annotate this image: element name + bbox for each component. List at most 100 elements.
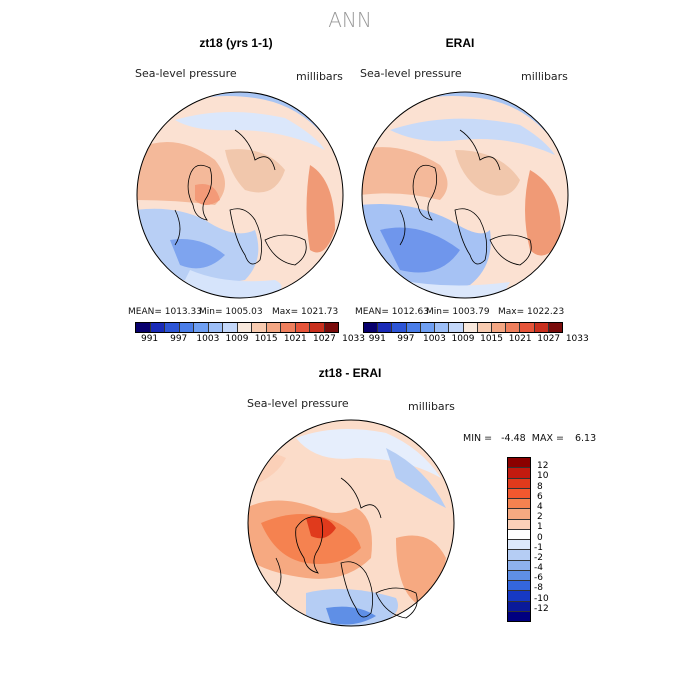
colorbar-swatch <box>364 323 379 332</box>
diff-map <box>247 419 455 627</box>
colorbar-swatch <box>508 529 530 540</box>
colorbar-tick-label: 1021 <box>508 334 532 344</box>
colorbar-swatch <box>194 323 209 332</box>
colorbar-swatch <box>508 601 530 612</box>
diff-colorbar-labels: 12 10 8 6 4 2 1 0 -1 -2 -4 -6 -8 -10 -12 <box>534 457 577 620</box>
colorbar-swatch <box>508 560 530 571</box>
colorbar-swatch <box>508 581 530 592</box>
colorbar-tick-label: 1009 <box>225 334 249 344</box>
colorbar-tick-label: 10 <box>537 471 549 482</box>
panel-1-map <box>136 91 344 299</box>
panel-2-min: Min= 1003.79 <box>426 307 490 317</box>
colorbar-tick-label: 1033 <box>565 334 589 344</box>
colorbar-tick-label: 991 <box>368 334 386 344</box>
colorbar-swatch <box>508 540 530 551</box>
colorbar-tick-label: 1027 <box>537 334 561 344</box>
colorbar-tick-label: -2 <box>534 552 543 563</box>
colorbar-tick-label: 1 <box>537 522 543 533</box>
colorbar-tick-label: -1 <box>534 542 543 553</box>
diff-max-label: MAX = <box>531 433 564 444</box>
colorbar-swatch <box>508 478 530 489</box>
colorbar-tick-label: 1015 <box>480 334 504 344</box>
colorbar-tick-label: 8 <box>537 481 543 492</box>
colorbar-tick-label: -8 <box>534 583 543 594</box>
colorbar-tick-label: 1009 <box>451 334 475 344</box>
diff-min-value: -4.48 <box>501 433 526 444</box>
colorbar-swatch <box>449 323 464 332</box>
colorbar-swatch <box>150 323 165 332</box>
colorbar-swatch <box>508 611 530 621</box>
colorbar-tick-label: 6 <box>537 491 543 502</box>
diff-units: millibars <box>408 400 455 413</box>
colorbar-tick-label: -10 <box>534 593 549 604</box>
colorbar-swatch <box>252 323 267 332</box>
colorbar-tick-label: 1027 <box>312 334 336 344</box>
colorbar-swatch <box>506 323 521 332</box>
diff-min-max: MIN = -4.48 MAX = 6.13 <box>463 433 596 444</box>
colorbar-swatch <box>237 323 252 332</box>
colorbar-swatches <box>135 322 339 333</box>
panel-1-max: Max= 1021.73 <box>272 307 339 317</box>
colorbar-swatch <box>508 499 530 510</box>
colorbar-swatch <box>534 323 549 332</box>
colorbar-swatch <box>463 323 478 332</box>
colorbar-swatch <box>508 570 530 581</box>
colorbar-swatch <box>420 323 436 332</box>
colorbar-tick-label: 2 <box>537 512 543 523</box>
colorbar-swatch <box>179 323 194 332</box>
panel-2-mean: MEAN= 1012.63 <box>355 307 429 317</box>
panel-2-variable: Sea-level pressure <box>360 67 462 80</box>
panel-2-map <box>361 91 569 299</box>
colorbar-tick-label: 997 <box>170 334 188 344</box>
panel-2-max: Max= 1022.23 <box>498 307 565 317</box>
panel-1-min: Min= 1005.03 <box>199 307 263 317</box>
panel-1-colorbar: 991 997 1003 1009 1015 1021 1027 1033 <box>135 322 365 345</box>
colorbar-swatch <box>378 323 393 332</box>
colorbar-swatch <box>165 323 180 332</box>
colorbar-swatch <box>136 323 151 332</box>
panel-2-colorbar: 991 997 1003 1009 1015 1021 1027 1033 <box>363 322 589 345</box>
panel-1-units: millibars <box>296 70 343 83</box>
diff-min-label: MIN = <box>463 433 493 444</box>
colorbar-swatch <box>223 323 238 332</box>
colorbar-labels: 991 997 1003 1009 1015 1021 1027 1033 <box>135 333 365 345</box>
colorbar-tick-label: 991 <box>140 334 159 344</box>
diff-title: zt18 - ERAI <box>318 366 382 380</box>
colorbar-tick-label: 0 <box>537 532 543 543</box>
colorbar-swatches <box>363 322 563 333</box>
colorbar-swatch <box>491 323 507 332</box>
panel-1-variable: Sea-level pressure <box>135 67 237 80</box>
colorbar-tick-label: -6 <box>534 573 543 584</box>
panel-1-mean: MEAN= 1013.33 <box>128 307 202 317</box>
colorbar-swatch <box>406 323 421 332</box>
colorbar-swatch <box>435 323 450 332</box>
colorbar-swatch <box>208 323 223 332</box>
colorbar-labels: 991 997 1003 1009 1015 1021 1027 1033 <box>363 333 589 345</box>
colorbar-swatch <box>508 509 530 520</box>
colorbar-swatch <box>266 323 281 332</box>
figure-title: ANN <box>328 8 372 32</box>
colorbar-swatch <box>548 323 563 332</box>
colorbar-swatch <box>508 591 530 602</box>
colorbar-swatch <box>508 468 530 479</box>
diff-variable: Sea-level pressure <box>247 397 349 410</box>
colorbar-swatch <box>508 458 530 469</box>
colorbar-swatch <box>508 519 530 530</box>
diff-max-value: 6.13 <box>574 433 597 444</box>
colorbar-tick-label: 12 <box>537 461 549 472</box>
colorbar-tick-label: -4 <box>534 563 543 574</box>
colorbar-tick-label: 1033 <box>342 334 366 344</box>
colorbar-tick-label: 4 <box>537 501 543 512</box>
colorbar-tick-label: 1021 <box>283 334 307 344</box>
colorbar-tick-label: 997 <box>397 334 415 344</box>
colorbar-swatch <box>477 323 492 332</box>
colorbar-swatch <box>295 323 310 332</box>
colorbar-swatch <box>310 323 325 332</box>
panel-2-title: ERAI <box>445 36 475 50</box>
colorbar-swatch <box>508 550 530 561</box>
colorbar-swatch <box>520 323 535 332</box>
colorbar-tick-label: 1003 <box>422 334 446 344</box>
colorbar-tick-label: -12 <box>534 603 549 614</box>
colorbar-swatch <box>324 323 338 332</box>
diff-colorbar <box>507 457 531 622</box>
